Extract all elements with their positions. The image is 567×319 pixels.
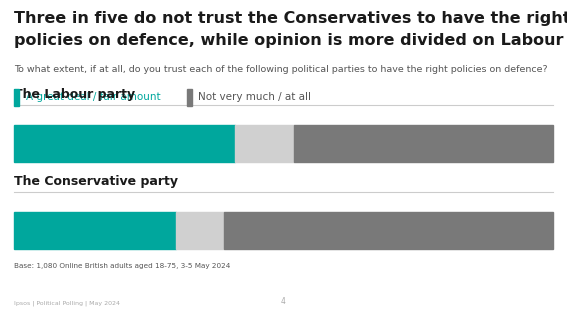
Text: Ipsos: Ipsos (511, 295, 535, 304)
Text: 61%: 61% (371, 223, 406, 238)
Text: 41%: 41% (107, 136, 142, 151)
Text: policies on defence, while opinion is more divided on Labour: policies on defence, while opinion is mo… (14, 33, 564, 48)
Text: To what extent, if at all, do you trust each of the following political parties : To what extent, if at all, do you trust … (14, 65, 548, 74)
Text: Three in five do not trust the Conservatives to have the right: Three in five do not trust the Conservat… (14, 11, 567, 26)
Text: 30%: 30% (78, 223, 112, 238)
Text: Not very much / at all: Not very much / at all (198, 92, 311, 102)
Text: Base: 1,080 Online British adults aged 18-75, 3-5 May 2024: Base: 1,080 Online British adults aged 1… (14, 263, 231, 269)
Text: The Labour party: The Labour party (14, 88, 136, 101)
Text: The Conservative party: The Conservative party (14, 175, 178, 188)
Text: 4: 4 (281, 297, 286, 306)
Text: 48%: 48% (406, 136, 441, 151)
Text: A great deal / fair amount: A great deal / fair amount (26, 92, 160, 102)
Circle shape (513, 277, 533, 290)
Text: Ipsos | Political Polling | May 2024: Ipsos | Political Polling | May 2024 (14, 301, 120, 306)
